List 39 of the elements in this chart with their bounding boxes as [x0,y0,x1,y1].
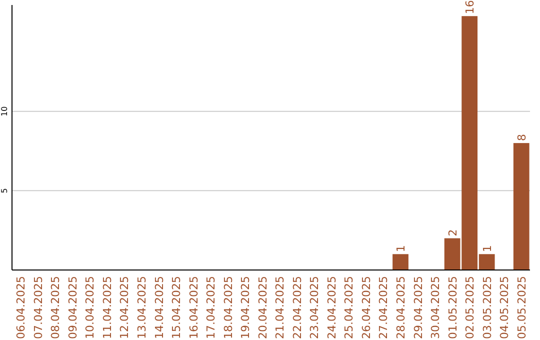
x-tick-label: 24.04.2025 [325,276,338,339]
x-tick-label: 03.05.2025 [480,276,494,339]
y-tick-label: 10 [0,106,9,116]
x-tick-label: 05.05.2025 [515,276,528,339]
x-tick-label: 21.04.2025 [274,276,287,339]
x-tick-label: 01.05.2025 [446,276,460,339]
data-label: 1 [480,245,494,252]
data-label: 1 [394,245,408,252]
data-label: 8 [515,134,528,142]
x-tick-label: 25.04.2025 [342,276,356,339]
x-tick-label: 23.04.2025 [308,276,322,339]
x-tick-label: 14.04.2025 [152,276,166,339]
x-tick-label: 12.04.2025 [118,276,132,339]
data-label: 2 [446,229,460,236]
x-tick-label: 27.04.2025 [377,276,390,339]
x-tick-label: 08.04.2025 [49,276,62,339]
bar [392,254,408,270]
x-tick-label: 22.04.2025 [290,276,304,339]
x-tick-label: 28.04.2025 [394,276,408,339]
x-tick-label: 13.04.2025 [136,276,148,339]
x-tick-label: 26.04.2025 [360,276,373,339]
x-tick-label: 04.05.2025 [498,276,512,339]
x-tick-label: 02.05.2025 [464,276,477,339]
x-tick-label: 20.04.2025 [256,276,270,339]
bar [513,143,530,270]
x-tick-label: 06.04.2025 [14,276,28,339]
x-tick-label: 18.04.2025 [222,276,235,339]
x-tick-label: 30.04.2025 [429,276,442,339]
y-tick-label: 5 [0,188,9,194]
data-label: 16 [464,0,477,14]
x-tick-label: 09.04.2025 [66,276,80,339]
x-tick-label: 15.04.2025 [170,276,184,339]
x-tick-label: 29.04.2025 [412,276,425,339]
x-tick-label: 17.04.2025 [204,276,218,339]
x-tick-label: 10.04.2025 [84,276,97,339]
x-tick-label: 19.04.2025 [239,276,252,339]
x-tick-label: 11.04.2025 [100,276,114,339]
x-tick-label: 07.04.2025 [32,276,45,339]
x-tick-label: 16.04.2025 [187,276,200,339]
